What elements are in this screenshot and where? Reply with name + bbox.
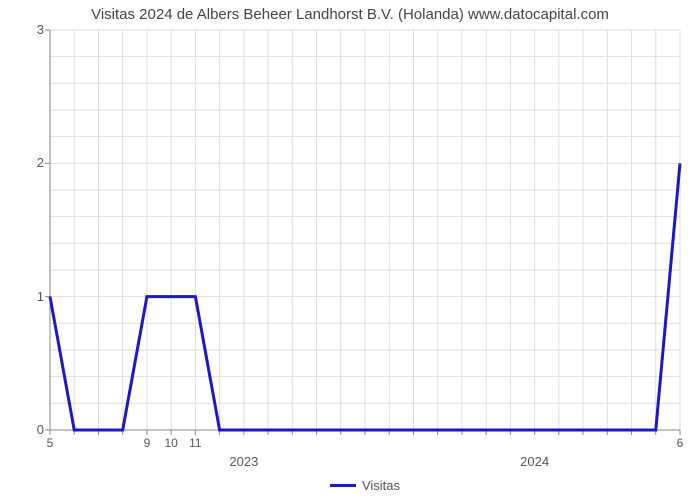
- legend: Visitas: [330, 478, 400, 493]
- x-tick-label: 9: [144, 436, 151, 450]
- y-tick-label: 3: [16, 22, 44, 37]
- x-tick-label: 6: [677, 436, 684, 450]
- x-group-label: 2023: [229, 454, 258, 469]
- x-group-label: 2024: [520, 454, 549, 469]
- legend-swatch: [330, 484, 356, 487]
- x-tick-label: 5: [47, 436, 54, 450]
- y-tick-label: 0: [16, 422, 44, 437]
- legend-label: Visitas: [362, 478, 400, 493]
- chart-container: Visitas 2024 de Albers Beheer Landhorst …: [0, 0, 700, 500]
- y-tick-label: 1: [16, 289, 44, 304]
- x-tick-label: 10: [164, 436, 177, 450]
- x-tick-label: 11: [189, 436, 201, 450]
- chart-plot: [0, 0, 700, 500]
- y-tick-label: 2: [16, 155, 44, 170]
